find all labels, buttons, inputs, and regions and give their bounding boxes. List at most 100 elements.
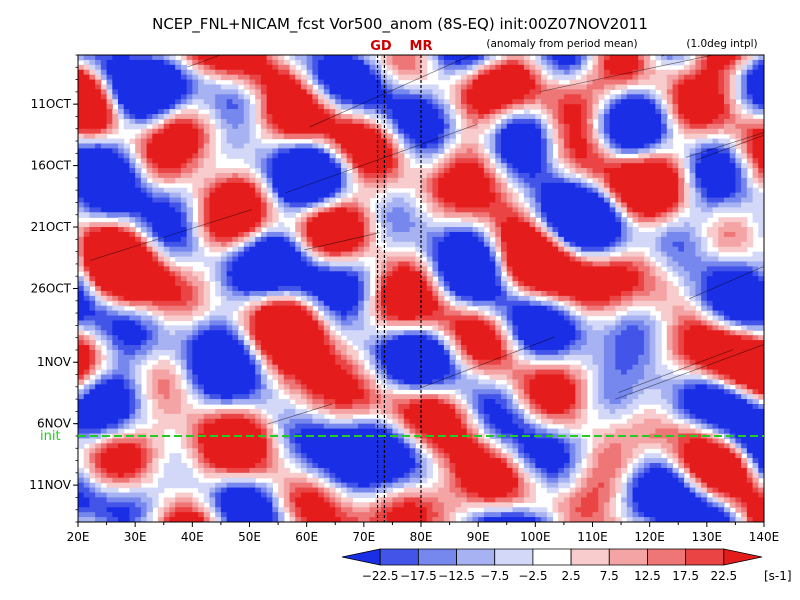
field-cell xyxy=(352,168,359,174)
field-cell xyxy=(323,74,331,81)
field-cell xyxy=(232,99,239,105)
field-cell xyxy=(735,74,742,81)
field-cell xyxy=(392,182,399,189)
field-cell xyxy=(449,271,456,277)
field-cell xyxy=(272,182,279,189)
field-cell xyxy=(175,207,182,213)
field-cell xyxy=(461,118,468,125)
field-cell xyxy=(266,158,273,164)
field-cell xyxy=(695,133,702,140)
field-cell xyxy=(729,74,737,81)
field-cell xyxy=(638,69,645,76)
field-cell xyxy=(449,133,456,140)
field-cell xyxy=(603,202,611,208)
field-cell xyxy=(232,227,239,233)
field-cell xyxy=(312,246,319,253)
field-cell xyxy=(300,212,308,218)
field-cell xyxy=(89,202,96,208)
field-cell xyxy=(512,138,519,145)
field-cell xyxy=(146,212,153,218)
field-cell xyxy=(575,222,582,228)
field-cell xyxy=(569,94,576,100)
field-cell xyxy=(352,207,359,213)
field-cell xyxy=(312,69,319,76)
field-cell xyxy=(478,241,485,248)
field-cell xyxy=(729,94,737,100)
field-cell xyxy=(643,158,651,164)
field-cell xyxy=(100,241,108,248)
field-cell xyxy=(363,241,371,248)
field-cell xyxy=(472,172,479,179)
field-cell xyxy=(403,59,411,66)
field-cell xyxy=(95,148,102,154)
field-cell xyxy=(541,109,548,115)
field-cell xyxy=(638,266,645,272)
field-cell xyxy=(100,227,108,233)
field-cell xyxy=(592,251,599,258)
field-cell xyxy=(758,74,764,81)
field-cell xyxy=(306,94,313,100)
field-cell xyxy=(369,118,376,125)
field-cell xyxy=(392,153,399,159)
field-cell xyxy=(581,84,588,91)
field-cell xyxy=(478,153,485,159)
field-cell xyxy=(323,138,331,145)
field-cell xyxy=(363,207,371,213)
field-cell xyxy=(678,271,685,277)
field-cell xyxy=(512,192,519,199)
field-cell xyxy=(569,113,576,120)
field-cell xyxy=(118,84,125,91)
field-cell xyxy=(83,236,91,243)
field-cell xyxy=(678,104,685,110)
field-cell xyxy=(100,123,108,130)
field-cell xyxy=(541,84,548,91)
field-cell xyxy=(209,109,216,115)
field-cell xyxy=(78,236,85,243)
field-cell xyxy=(443,187,451,194)
field-cell xyxy=(546,128,554,135)
field-cell xyxy=(546,158,554,164)
field-cell xyxy=(466,55,474,61)
field-cell xyxy=(243,227,251,233)
field-cell xyxy=(106,246,113,253)
field-cell xyxy=(701,217,708,223)
field-cell xyxy=(558,202,565,208)
field-cell xyxy=(478,163,485,169)
field-cell xyxy=(192,172,199,179)
field-cell xyxy=(398,89,405,95)
field-cell xyxy=(346,241,353,248)
field-cell xyxy=(643,182,651,189)
field-cell xyxy=(272,158,279,164)
field-cell xyxy=(569,256,576,263)
field-cell xyxy=(306,55,313,61)
field-cell xyxy=(123,79,131,86)
field-cell xyxy=(95,236,102,243)
field-cell xyxy=(295,222,302,228)
field-cell xyxy=(83,163,91,169)
field-cell xyxy=(312,138,319,145)
field-cell xyxy=(512,99,519,105)
field-cell xyxy=(392,163,399,169)
field-cell xyxy=(300,207,308,213)
field-cell xyxy=(335,113,342,120)
field-cell xyxy=(375,207,382,213)
field-cell xyxy=(209,271,216,277)
field-cell xyxy=(638,138,645,145)
field-cell xyxy=(558,113,565,120)
field-cell xyxy=(575,99,582,105)
field-cell xyxy=(443,222,451,228)
field-cell xyxy=(529,256,536,263)
field-cell xyxy=(472,133,479,140)
field-cell xyxy=(272,261,279,267)
field-cell xyxy=(603,109,611,115)
field-cell xyxy=(586,94,594,100)
field-cell xyxy=(712,227,719,233)
field-cell xyxy=(209,172,216,179)
field-cell xyxy=(523,256,531,263)
field-cell xyxy=(335,266,342,272)
field-cell xyxy=(529,123,536,130)
field-cell xyxy=(152,64,159,71)
field-cell xyxy=(426,207,434,213)
field-cell xyxy=(238,128,245,135)
field-cell xyxy=(501,79,508,86)
